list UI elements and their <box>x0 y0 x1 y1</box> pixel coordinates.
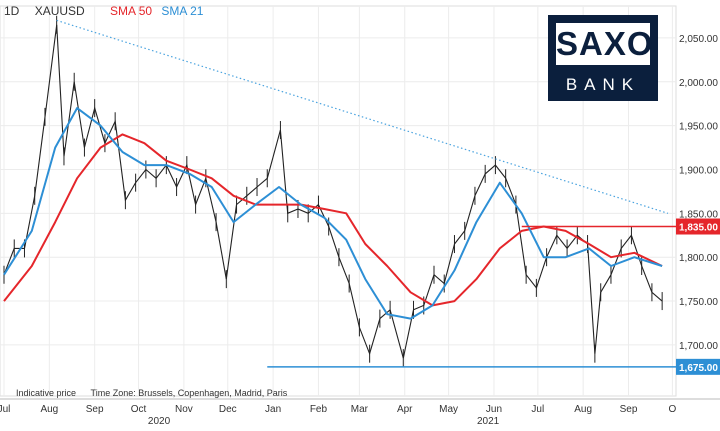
downtrend-line <box>56 19 669 214</box>
x-tick-label: Oct <box>131 404 147 415</box>
y-tick-label: 2,000.00 <box>679 78 718 89</box>
level-label: 1,835.00 <box>679 223 718 234</box>
saxo-bank-logo: SAXO BANK <box>548 15 658 101</box>
x-tick-label: O <box>668 404 676 415</box>
plot-frame <box>0 5 677 397</box>
year-label: 2020 <box>148 416 171 426</box>
x-tick-label: May <box>439 404 458 415</box>
indicative-price-note: Indicative price <box>16 388 77 398</box>
sma21-legend[interactable]: SMA 21 <box>161 4 204 18</box>
x-tick-label: Apr <box>397 404 413 415</box>
sma50-line <box>3 133 663 307</box>
sma50-legend[interactable]: SMA 50 <box>110 4 153 18</box>
x-tick-label: Feb <box>310 404 328 415</box>
interval-label[interactable]: 1D <box>4 4 20 18</box>
level-label: 1,675.00 <box>679 363 718 374</box>
x-tick-label: Aug <box>40 404 58 415</box>
x-tick-label: Nov <box>175 404 193 415</box>
y-tick-label: 1,800.00 <box>679 253 718 264</box>
y-tick-label: 1,750.00 <box>679 297 718 308</box>
chart-footer: Indicative price Time Zone: Brussels, Co… <box>16 388 287 398</box>
logo-bottom-text: BANK <box>565 75 641 94</box>
x-tick-label: Sep <box>620 404 638 415</box>
chart-legend: 1D XAUUSD SMA 50 SMA 21 <box>4 4 209 18</box>
level-tag <box>676 218 720 235</box>
year-label: 2021 <box>477 416 500 426</box>
level-tag <box>676 358 720 375</box>
x-tick-label: Mar <box>351 404 369 415</box>
x-tick-label: Dec <box>219 404 237 415</box>
x-tick-label: Jan <box>265 404 281 415</box>
y-tick-label: 1,850.00 <box>679 209 718 220</box>
y-tick-label: 2,050.00 <box>679 34 718 45</box>
x-tick-label: Aug <box>574 404 592 415</box>
x-tick-label: Jun <box>486 404 502 415</box>
x-tick-label: Jul <box>531 404 544 415</box>
y-tick-label: 1,900.00 <box>679 165 718 176</box>
x-tick-label: Jul <box>0 404 10 415</box>
symbol-label[interactable]: XAUUSD <box>34 4 85 18</box>
x-tick-label: Sep <box>86 404 104 415</box>
timezone-note: Time Zone: Brussels, Copenhagen, Madrid,… <box>90 388 288 398</box>
logo-top-text: SAXO <box>556 23 653 65</box>
price-line <box>3 24 663 359</box>
y-tick-label: 1,700.00 <box>679 341 718 352</box>
sma21-line <box>3 107 663 320</box>
y-tick-label: 1,950.00 <box>679 122 718 133</box>
